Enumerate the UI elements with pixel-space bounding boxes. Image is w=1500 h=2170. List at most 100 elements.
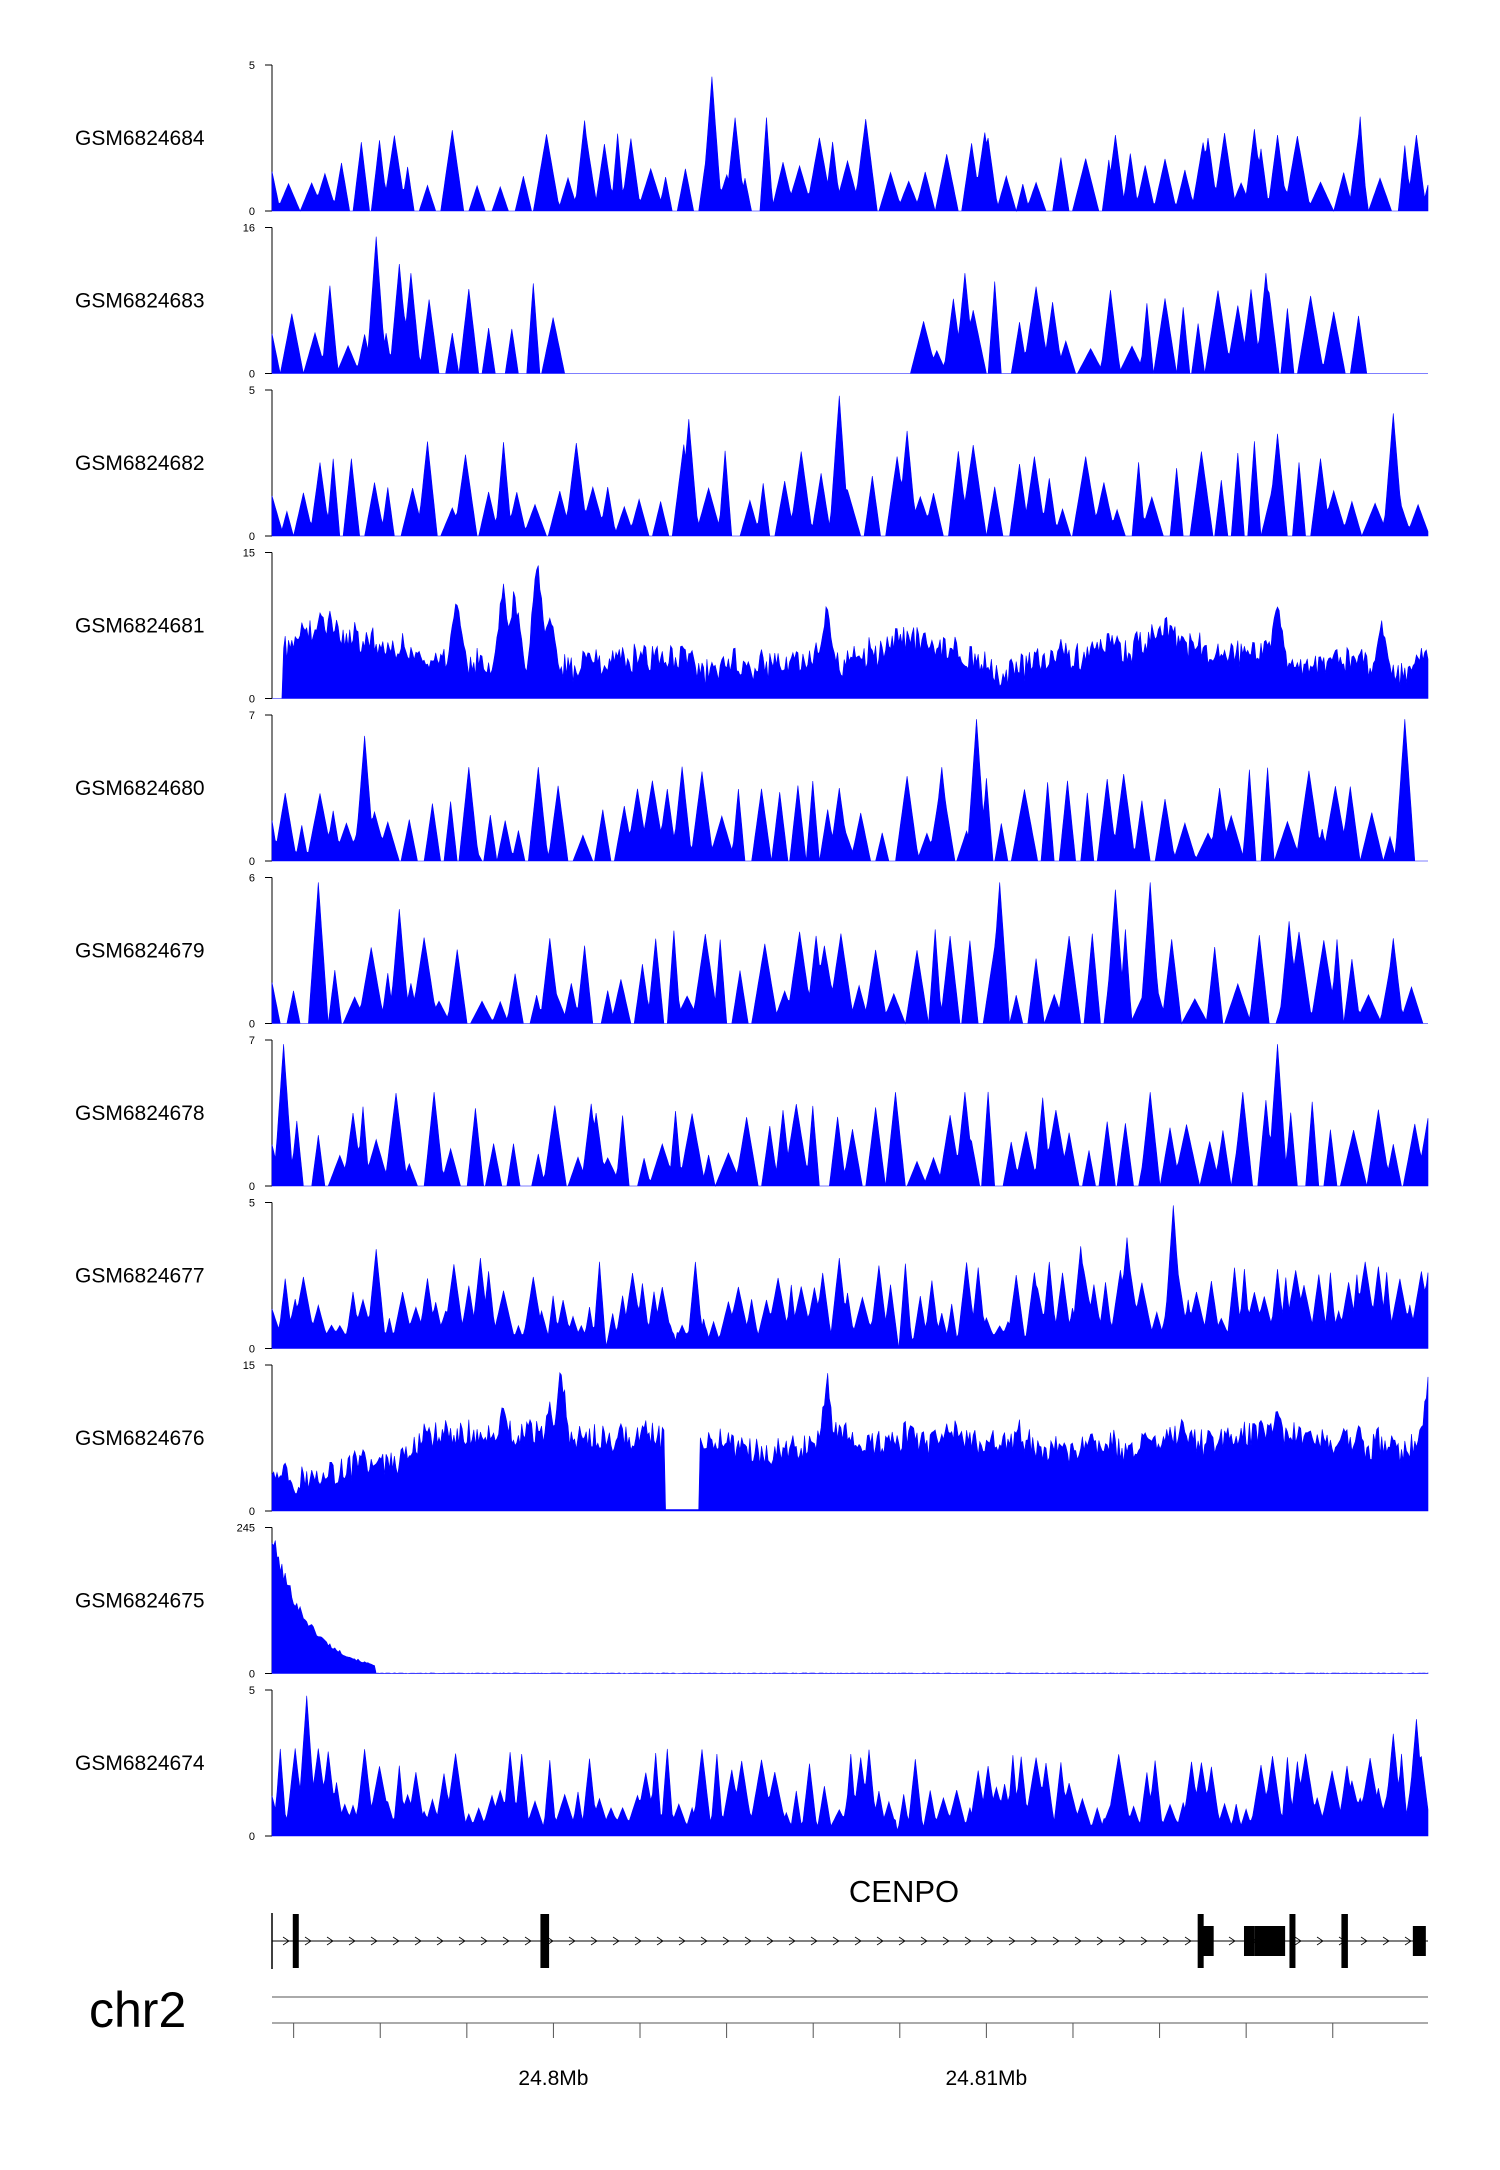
strand-arrow	[612, 1936, 620, 1946]
coverage-track: GSM6824679 6 0	[75, 873, 1428, 1031]
strand-arrow	[920, 1936, 928, 1946]
strand-arrow	[634, 1936, 642, 1946]
coverage-area	[271, 1371, 1429, 1512]
strand-arrow	[1228, 1936, 1236, 1946]
strand-arrow	[1030, 1936, 1038, 1946]
gene-exon	[1243, 1926, 1255, 1956]
strand-arrow	[326, 1936, 334, 1946]
coverage-track: GSM6824678 7 0	[75, 1035, 1429, 1193]
coverage-area	[271, 236, 1428, 374]
y-tick-label: 15	[243, 548, 255, 560]
strand-arrow	[1316, 1936, 1324, 1946]
strand-arrow	[898, 1936, 906, 1946]
strand-arrow	[1162, 1936, 1170, 1946]
coverage-area	[271, 1540, 1429, 1674]
coverage-track: GSM6824676 15 0	[75, 1360, 1429, 1518]
coverage-track: GSM6824683 16 0	[75, 223, 1428, 381]
coverage-area	[271, 76, 1429, 213]
track-label: GSM6824683	[75, 290, 205, 313]
y-tick-label: 0	[249, 694, 255, 706]
strand-arrow	[1404, 1936, 1412, 1946]
coverage-track: GSM6824677 5 0	[75, 1198, 1429, 1356]
y-tick-label: 7	[249, 1035, 255, 1047]
strand-arrow	[788, 1936, 796, 1946]
strand-arrow	[568, 1936, 576, 1946]
strand-arrow	[700, 1936, 708, 1946]
y-tick-label: 0	[249, 1506, 255, 1518]
gene-exon	[1197, 1914, 1204, 1968]
gene-track: CENPO	[271, 1874, 1428, 1969]
strand-arrow	[436, 1936, 444, 1946]
strand-arrow	[524, 1936, 532, 1946]
x-tick-label: 24.81Mb	[946, 2067, 1028, 2090]
gene-exon	[1412, 1926, 1426, 1956]
strand-arrow	[678, 1936, 686, 1946]
strand-arrow	[1184, 1936, 1192, 1946]
track-label: GSM6824675	[75, 1590, 205, 1613]
coverage-area	[271, 882, 1428, 1025]
y-tick-label: 0	[249, 531, 255, 543]
strand-arrow	[304, 1936, 312, 1946]
chromosome-label: chr2	[89, 1982, 186, 2038]
gene-exon	[292, 1914, 299, 1968]
track-label: GSM6824674	[75, 1752, 205, 1775]
strand-arrow	[414, 1936, 422, 1946]
y-tick-label: 16	[243, 223, 255, 235]
y-tick-label: 0	[249, 1669, 255, 1681]
y-tick-label: 0	[249, 1019, 255, 1031]
y-tick-label: 0	[249, 856, 255, 868]
strand-arrow	[986, 1936, 994, 1946]
strand-arrow	[656, 1936, 664, 1946]
track-label: GSM6824684	[75, 127, 205, 150]
strand-arrow	[458, 1936, 466, 1946]
gene-exon	[1202, 1926, 1214, 1956]
y-tick-label: 0	[249, 369, 255, 381]
y-tick-label: 0	[249, 206, 255, 218]
coverage-track: GSM6824684 5 0	[75, 60, 1429, 218]
strand-arrow	[1140, 1936, 1148, 1946]
strand-arrow	[392, 1936, 400, 1946]
track-label: GSM6824680	[75, 777, 205, 800]
gene-exon	[1254, 1926, 1286, 1956]
track-label: GSM6824678	[75, 1102, 205, 1125]
strand-arrow	[348, 1936, 356, 1946]
y-tick-label: 7	[249, 710, 255, 722]
strand-arrow	[1360, 1936, 1368, 1946]
coverage-area	[271, 395, 1429, 537]
coverage-area	[271, 1044, 1429, 1188]
track-label: GSM6824681	[75, 615, 205, 638]
x-tick-label: 24.8Mb	[518, 2067, 588, 2090]
y-tick-label: 6	[249, 873, 255, 885]
y-tick-label: 245	[237, 1523, 255, 1535]
coverage-area	[271, 1205, 1429, 1349]
coverage-area	[271, 1695, 1429, 1837]
gene-exon	[540, 1914, 550, 1968]
strand-arrow	[1294, 1936, 1302, 1946]
coverage-track: GSM6824675 245 0	[75, 1523, 1429, 1681]
y-tick-label: 0	[249, 1831, 255, 1843]
gene-exon	[1289, 1914, 1296, 1968]
gene-name-label: CENPO	[849, 1874, 959, 1909]
strand-arrow	[370, 1936, 378, 1946]
y-tick-label: 0	[249, 1181, 255, 1193]
strand-arrow	[964, 1936, 972, 1946]
strand-arrow	[722, 1936, 730, 1946]
strand-arrow	[766, 1936, 774, 1946]
coverage-area	[271, 719, 1428, 862]
strand-arrow	[854, 1936, 862, 1946]
coverage-tracks: GSM682468450GSM6824683160GSM682468250GSM…	[75, 60, 1429, 1843]
track-label: GSM6824682	[75, 452, 205, 475]
track-label: GSM6824679	[75, 940, 205, 963]
track-label: GSM6824676	[75, 1427, 205, 1450]
coverage-track: GSM6824680 7 0	[75, 710, 1428, 868]
strand-arrow	[1008, 1936, 1016, 1946]
coverage-area	[272, 565, 1429, 699]
coverage-track: GSM6824681 15 0	[75, 548, 1429, 706]
strand-arrow	[942, 1936, 950, 1946]
y-tick-label: 5	[249, 1685, 255, 1697]
strand-arrow	[480, 1936, 488, 1946]
y-tick-label: 5	[249, 60, 255, 72]
gene-exon	[1341, 1914, 1348, 1968]
strand-arrow	[1382, 1936, 1390, 1946]
